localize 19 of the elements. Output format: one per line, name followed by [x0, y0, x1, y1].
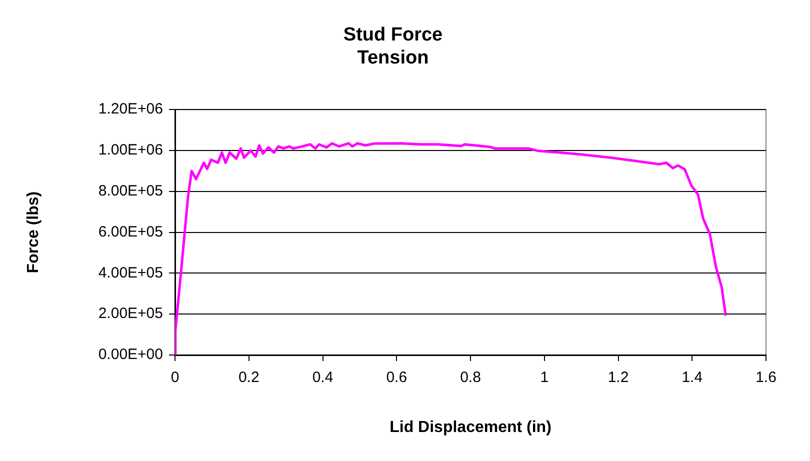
x-tick-label: 0.6 [386, 369, 408, 386]
y-tick-label: 1.00E+06 [98, 142, 163, 159]
x-tick-label: 1.6 [756, 369, 776, 386]
y-tick-label: 2.00E+05 [98, 305, 163, 322]
y-tick-label: 1.20E+06 [98, 100, 163, 118]
x-tick-label: 1.4 [682, 369, 703, 386]
chart-title: Stud Force Tension [343, 24, 443, 68]
x-tick-label: 1.2 [608, 369, 629, 386]
y-tick-label: 8.00E+05 [98, 182, 163, 200]
x-tick-label: 0 [170, 369, 180, 386]
y-tick-label: 4.00E+05 [98, 264, 163, 282]
y-axis-title: Force (lbs) [25, 191, 42, 274]
y-tick-label: 0.00E+00 [98, 346, 163, 364]
x-tick-label: 0.4 [312, 369, 334, 386]
x-tick-label: 1 [540, 369, 549, 386]
x-tick-label: 0.2 [238, 369, 260, 386]
x-axis-title: Lid Displacement (in) [390, 418, 552, 436]
x-tick-label: 0.8 [460, 369, 481, 386]
y-tick-label: 6.00E+05 [98, 223, 163, 240]
